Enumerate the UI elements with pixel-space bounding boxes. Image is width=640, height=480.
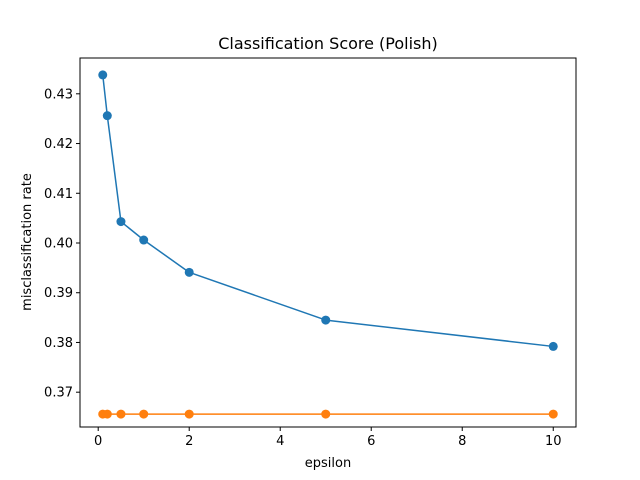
series-2-point: [139, 409, 149, 419]
x-axis-label: epsilon: [305, 456, 351, 471]
y-tick-label: 0.43: [44, 87, 73, 102]
x-tick-label: 8: [458, 434, 466, 449]
x-axis: 0 2 4 6 8 10: [94, 427, 562, 449]
y-tick-label: 0.37: [44, 386, 73, 401]
series-2-point: [116, 409, 126, 419]
y-tick-label: 0.40: [44, 236, 73, 251]
y-tick-label: 0.41: [44, 187, 73, 202]
series-2-point: [548, 409, 558, 419]
series-2-point: [321, 409, 331, 419]
chart-title: Classification Score (Polish): [218, 34, 438, 53]
y-tick-label: 0.42: [44, 137, 73, 152]
series-1-point: [102, 111, 112, 121]
series-1-point: [139, 235, 149, 245]
y-tick-label: 0.38: [44, 336, 73, 351]
plot-area: [98, 70, 558, 419]
x-tick-label: 2: [185, 434, 193, 449]
series-2-point: [102, 409, 112, 419]
series-1-point: [184, 267, 194, 277]
y-axis: 0.37 0.38 0.39 0.40 0.41 0.42 0.43: [44, 87, 80, 401]
series-1-point: [321, 315, 331, 325]
series-1-point: [116, 217, 126, 227]
x-tick-label: 10: [545, 434, 562, 449]
series-2-point: [184, 409, 194, 419]
series-1-point: [548, 341, 558, 351]
y-tick-label: 0.39: [44, 286, 73, 301]
x-tick-label: 4: [276, 434, 284, 449]
x-tick-label: 6: [367, 434, 375, 449]
series-1-point: [98, 70, 108, 80]
x-tick-label: 0: [94, 434, 102, 449]
y-axis-label: misclassification rate: [20, 173, 35, 311]
